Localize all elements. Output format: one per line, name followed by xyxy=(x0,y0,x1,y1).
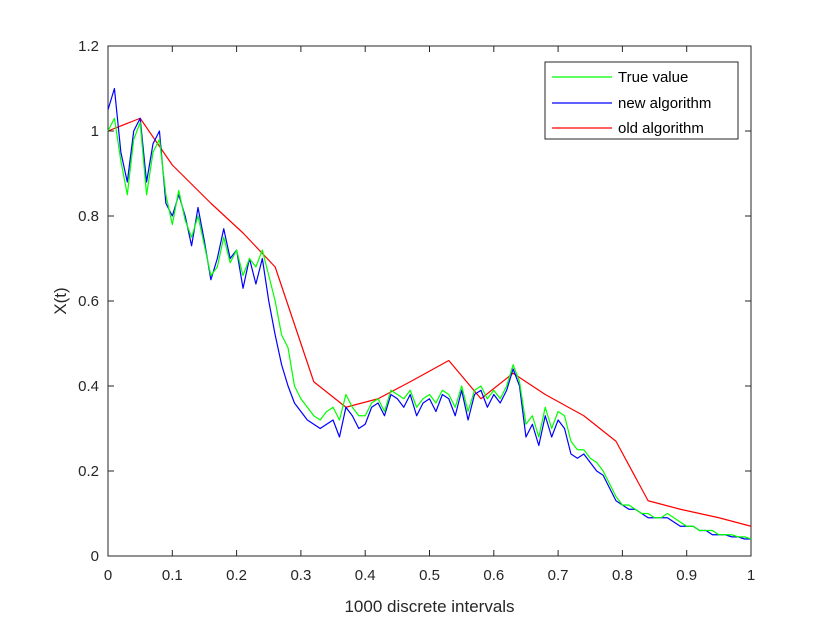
legend-label-old-algorithm: old algorithm xyxy=(618,120,704,137)
y-tick-label: 1 xyxy=(91,123,99,140)
legend-box xyxy=(544,61,739,140)
y-tick-label: 0.2 xyxy=(78,463,99,480)
x-tick-label: 1 xyxy=(747,567,755,584)
series-layer xyxy=(107,87,752,540)
y-tick-label: 0.6 xyxy=(78,293,99,310)
y-tick-label: 0.8 xyxy=(78,208,99,225)
x-axis-title: 1000 discrete intervals xyxy=(344,597,514,616)
x-tick-label: 0.9 xyxy=(676,567,697,584)
series-line-new-algorithm xyxy=(107,87,751,540)
x-tick-label: 0 xyxy=(104,567,112,584)
legend-label-true-value: True value xyxy=(618,69,688,86)
series-line-old-algorithm xyxy=(107,117,752,527)
x-tick-label: 0.3 xyxy=(290,567,311,584)
x-tick-label: 0.5 xyxy=(419,567,440,584)
x-tick-label: 0.2 xyxy=(226,567,247,584)
legend: True value new algorithm old algorithm xyxy=(544,61,739,140)
x-tick-label: 0.7 xyxy=(548,567,569,584)
series-line-true-value xyxy=(107,117,752,540)
x-tick-label: 0.4 xyxy=(355,567,376,584)
x-tick-label: 0.6 xyxy=(483,567,504,584)
y-tick-label: 0 xyxy=(91,548,99,565)
legend-label-new-algorithm: new algorithm xyxy=(618,95,711,112)
axes-layer: 0 0.1 0.2 0.3 0.4 0.5 0.6 0.7 0.8 0.9 1 0 0.2 0.4 0.6 0… xyxy=(78,38,755,584)
x-tick-label: 0.8 xyxy=(612,567,633,584)
x-tick-label: 0.1 xyxy=(162,567,183,584)
y-axis-title: X(t) xyxy=(51,287,70,314)
y-tick-label: 1.2 xyxy=(78,38,99,55)
y-tick-label: 0.4 xyxy=(78,378,99,395)
